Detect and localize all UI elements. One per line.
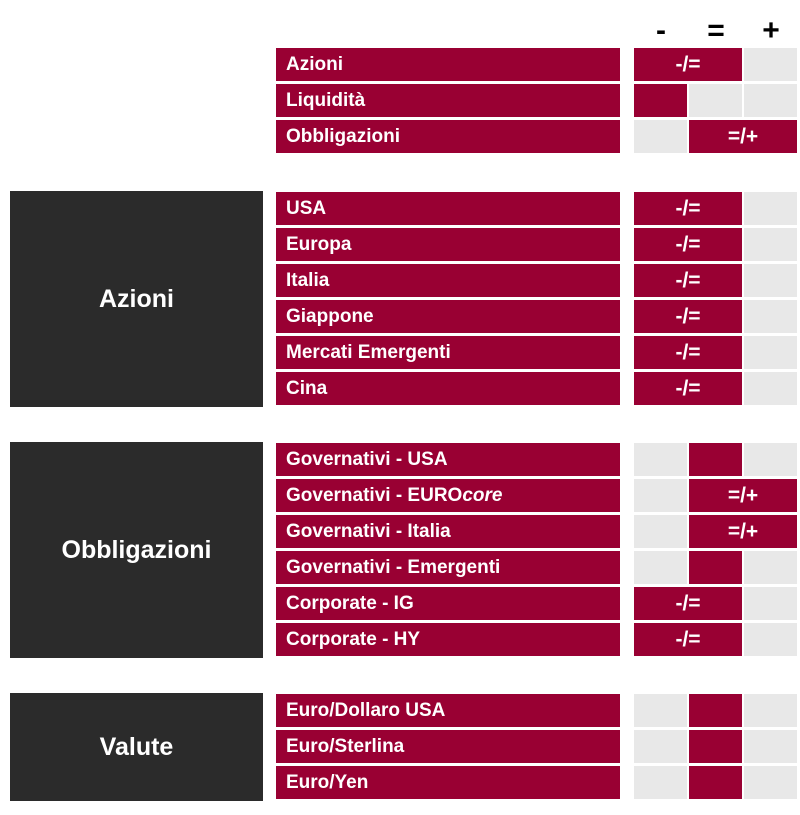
view-indicator: -/= [634,587,742,620]
row-label: Azioni [276,48,620,81]
view-cell-empty [744,694,797,727]
row-label: Liquidità [276,84,620,117]
view-cell-empty [634,766,687,799]
view-indicator: =/+ [689,120,797,153]
view-indicator: -/= [634,336,742,369]
row-label-text: Europa [286,233,352,255]
row-label-text: Euro/Dollaro USA [286,699,446,721]
view-cell-empty [744,300,797,333]
view-cell-empty [744,587,797,620]
view-cell-empty [744,623,797,656]
view-cell-active [689,551,742,584]
row-label: Europa [276,228,620,261]
view-cell-empty [634,515,687,548]
view-cell-empty [744,228,797,261]
row-label: Euro/Dollaro USA [276,694,620,727]
row-label-text: Obbligazioni [286,125,400,147]
view-cell-empty [744,264,797,297]
row-label-text: Euro/Yen [286,771,369,793]
view-indicator: -/= [634,372,742,405]
row-label-text: Italia [286,269,330,291]
row-label-text: Giappone [286,305,374,327]
row-label-text: Governativi - EURO [286,484,463,506]
row-label: Governativi - Emergenti [276,551,620,584]
view-cell-active [634,84,687,117]
view-cell-empty [744,730,797,763]
view-indicator: -/= [634,48,742,81]
view-cell-empty [634,730,687,763]
group-valute: Valute [10,693,263,801]
row-label-text: Corporate - IG [286,592,414,614]
row-label-text: USA [286,197,327,219]
view-cell-empty [744,443,797,476]
row-label-italic: core [462,484,503,506]
view-cell-empty [634,120,687,153]
view-cell-empty [744,84,797,117]
header-equal: = [707,14,725,47]
row-label: Governativi - EURO core [276,479,620,512]
view-indicator: -/= [634,264,742,297]
group-obbligazioni: Obbligazioni [10,442,263,658]
view-indicator: -/= [634,228,742,261]
header-plus: + [762,14,780,47]
view-cell-empty [689,84,742,117]
row-label: Mercati Emergenti [276,336,620,369]
row-label: Obbligazioni [276,120,620,153]
row-label-text: Governativi - Emergenti [286,556,501,578]
view-cell-active [689,694,742,727]
view-cell-active [689,730,742,763]
row-label: Governativi - Italia [276,515,620,548]
view-cell-empty [634,694,687,727]
view-cell-empty [634,443,687,476]
group-azioni: Azioni [10,191,263,407]
view-cell-empty [744,372,797,405]
row-label: USA [276,192,620,225]
row-label-text: Cina [286,377,328,399]
view-cell-empty [744,551,797,584]
header-minus: - [656,14,666,47]
view-cell-empty [744,766,797,799]
view-indicator: -/= [634,300,742,333]
view-indicator: =/+ [689,479,797,512]
view-cell-empty [634,479,687,512]
view-cell-empty [634,551,687,584]
view-cell-active [689,766,742,799]
row-label-text: Governativi - USA [286,448,448,470]
row-label: Giappone [276,300,620,333]
row-label-text: Euro/Sterlina [286,735,405,757]
row-label: Corporate - IG [276,587,620,620]
row-label: Euro/Sterlina [276,730,620,763]
row-label: Corporate - HY [276,623,620,656]
view-cell-active [689,443,742,476]
row-label-text: Governativi - Italia [286,520,451,542]
view-indicator: -/= [634,192,742,225]
row-label: Governativi - USA [276,443,620,476]
row-label-text: Azioni [286,53,343,75]
row-label: Cina [276,372,620,405]
view-cell-empty [744,336,797,369]
row-label-text: Corporate - HY [286,628,421,650]
view-cell-empty [744,48,797,81]
row-label: Euro/Yen [276,766,620,799]
row-label: Italia [276,264,620,297]
view-indicator: =/+ [689,515,797,548]
row-label-text: Mercati Emergenti [286,341,451,363]
row-label-text: Liquidità [286,89,366,111]
view-cell-empty [744,192,797,225]
view-indicator: -/= [634,623,742,656]
